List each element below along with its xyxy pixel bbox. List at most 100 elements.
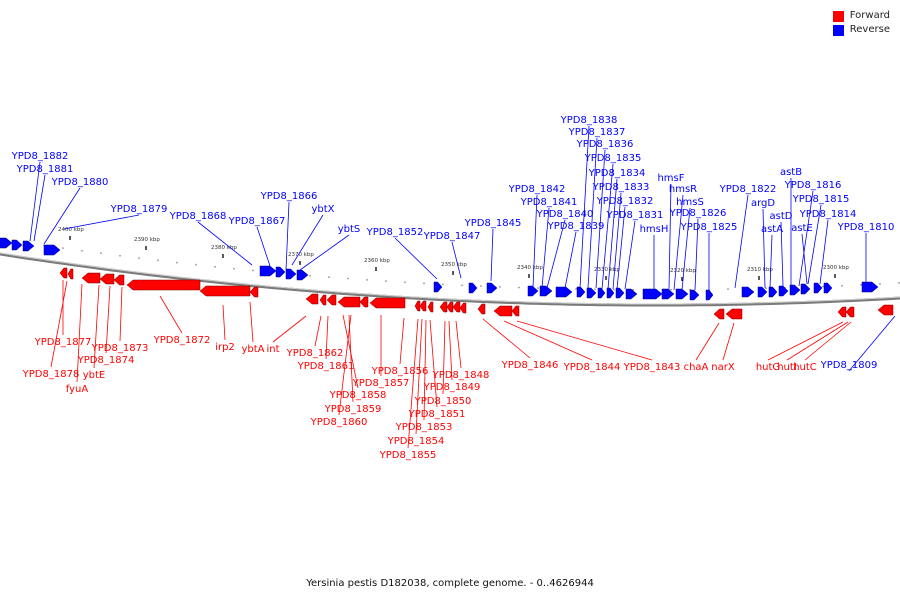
reverse-gene-label: astB bbox=[780, 167, 802, 286]
reverse-gene-arrow bbox=[433, 281, 443, 293]
gene-name: YPD8_1881 bbox=[16, 164, 74, 175]
reverse-gene-label: YPD8_1882 bbox=[11, 151, 68, 242]
reverse-gene-arrow bbox=[705, 289, 714, 301]
forward-gene-label: YPD8_1859 bbox=[324, 314, 382, 415]
scale-label: 2390 kbp bbox=[134, 237, 160, 243]
forward-gene-label: YPD8_1877 bbox=[34, 280, 91, 348]
gene-name: ybtE bbox=[83, 370, 106, 381]
leader-line bbox=[348, 314, 354, 403]
gene-name: YPD8_1816 bbox=[784, 180, 842, 191]
leader-line bbox=[694, 218, 699, 291]
forward-gene-arrow bbox=[725, 308, 743, 320]
reverse-gene-arrow bbox=[259, 265, 277, 277]
reverse-gene-label: YPD8_1838 bbox=[560, 115, 617, 289]
forward-gene-arrow bbox=[113, 274, 125, 286]
reverse-gene-label: YPD8_1852 bbox=[366, 227, 438, 280]
legend: Forward Reverse bbox=[832, 9, 890, 37]
leader-line bbox=[63, 214, 140, 230]
leader-line bbox=[616, 206, 626, 290]
leader-line bbox=[819, 219, 829, 285]
forward-gene-label: YPD8_1857 bbox=[352, 315, 409, 389]
leader-line bbox=[490, 228, 494, 282]
reverse-gene-label: YPD8_1837 bbox=[568, 127, 625, 289]
gene-name: YPD8_1858 bbox=[329, 390, 387, 401]
forward-gene-label: YPD8_1846 bbox=[482, 318, 558, 371]
reverse-gene-label: YPD8_1841 bbox=[520, 197, 577, 289]
reverse-gene-arrow bbox=[675, 288, 689, 300]
reverse-gene-label: YPD8_1825 bbox=[680, 222, 737, 290]
gene-name: YPD8_1879 bbox=[110, 204, 168, 215]
gene-name: YPD8_1831 bbox=[606, 210, 664, 221]
forward-gene-label: YPD8_1862 bbox=[286, 315, 343, 359]
gene-name: YPD8_1859 bbox=[324, 404, 382, 415]
gene-name: astE bbox=[791, 223, 813, 234]
leader-line bbox=[722, 322, 735, 361]
scale-ruler: 2400 kbp 2390 kbp 2380 kbp 2370 kbp 2360 kbp… bbox=[5, 227, 900, 291]
forward-gene-arrow bbox=[326, 294, 337, 306]
forward-gene-arrow bbox=[511, 305, 520, 317]
reverse-gene-arrow bbox=[576, 286, 586, 298]
forward-gene-label: hutG bbox=[756, 321, 844, 373]
scale-label: 2340 kbp bbox=[517, 265, 543, 271]
scale-label: 2350 kbp bbox=[441, 262, 467, 268]
reverse-gene-arrow bbox=[527, 285, 539, 297]
forward-gene-label: ybtE bbox=[83, 284, 106, 381]
leader-line bbox=[801, 233, 808, 285]
leader-line bbox=[601, 163, 614, 290]
reverse-gene-arrow bbox=[468, 282, 478, 294]
legend-forward: Forward bbox=[832, 9, 890, 23]
leader-line bbox=[50, 280, 68, 368]
forward-gene-arrow bbox=[305, 293, 319, 305]
leader-line bbox=[338, 314, 352, 416]
leader-line bbox=[448, 320, 453, 381]
gene-name: YPD8_1810 bbox=[837, 222, 895, 233]
gene-name: YPD8_1809 bbox=[820, 360, 878, 371]
leader-line bbox=[285, 201, 290, 271]
gene-name: YPD8_1856 bbox=[371, 366, 429, 377]
gene-name: ybtA bbox=[241, 344, 264, 355]
gene-name: YPD8_1848 bbox=[432, 370, 490, 381]
gene-name: YPD8_1814 bbox=[799, 209, 857, 220]
forward-gene-arrow bbox=[419, 300, 427, 312]
gene-name: YPD8_1826 bbox=[669, 208, 727, 219]
forward-gene-arrow bbox=[359, 296, 369, 308]
forward-gene-label: YPD8_1843 bbox=[516, 320, 680, 373]
gene-name: YPD8_1849 bbox=[423, 382, 481, 393]
leader-line bbox=[541, 207, 550, 289]
reverse-gene-arrow bbox=[615, 287, 625, 299]
reverse-gene-arrow bbox=[861, 281, 879, 293]
reverse-gene-label: hmsR bbox=[669, 184, 697, 291]
forward-gene-arrow bbox=[427, 301, 434, 313]
scale-label: 2400 kbp bbox=[58, 227, 84, 233]
leader-line bbox=[43, 187, 81, 245]
forward-gene-arrow bbox=[452, 301, 461, 313]
reverse-gene-arrow bbox=[0, 237, 13, 249]
gene-name: astA bbox=[761, 224, 783, 235]
gene-name: argD bbox=[751, 198, 775, 209]
forward-gene-label: int bbox=[266, 315, 307, 355]
gene-name: YPD8_1836 bbox=[576, 139, 634, 150]
reverse-gene-arrow bbox=[606, 287, 615, 299]
leader-line bbox=[503, 320, 593, 361]
gene-name: YPD8_1874 bbox=[77, 355, 135, 366]
leader-line bbox=[314, 315, 322, 347]
gene-name: hmsS bbox=[676, 197, 704, 208]
forward-gene-arrow bbox=[199, 285, 251, 297]
leader-line bbox=[442, 320, 446, 395]
leader-line bbox=[105, 285, 111, 354]
gene-name: YPD8_1873 bbox=[91, 343, 149, 354]
gene-name: int bbox=[266, 344, 279, 355]
reverse-gene-label: YPD8_1809 bbox=[820, 315, 896, 372]
reverse-gene-label: astD bbox=[770, 211, 793, 287]
reverse-gene-arrow bbox=[689, 289, 700, 301]
gene-name: hutI bbox=[777, 362, 797, 373]
leader-line bbox=[325, 315, 329, 360]
reverse-gene-label: YPD8_1814 bbox=[799, 209, 857, 285]
forward-gene-label: YPD8_1850 bbox=[414, 320, 471, 407]
leader-line bbox=[769, 234, 773, 289]
reverse-gene-label: ybtX bbox=[291, 204, 335, 266]
forward-gene-arrow bbox=[369, 297, 406, 309]
reverse-gene-arrow bbox=[823, 282, 833, 294]
reverse-gene-label: YPD8_1879 bbox=[63, 204, 168, 230]
